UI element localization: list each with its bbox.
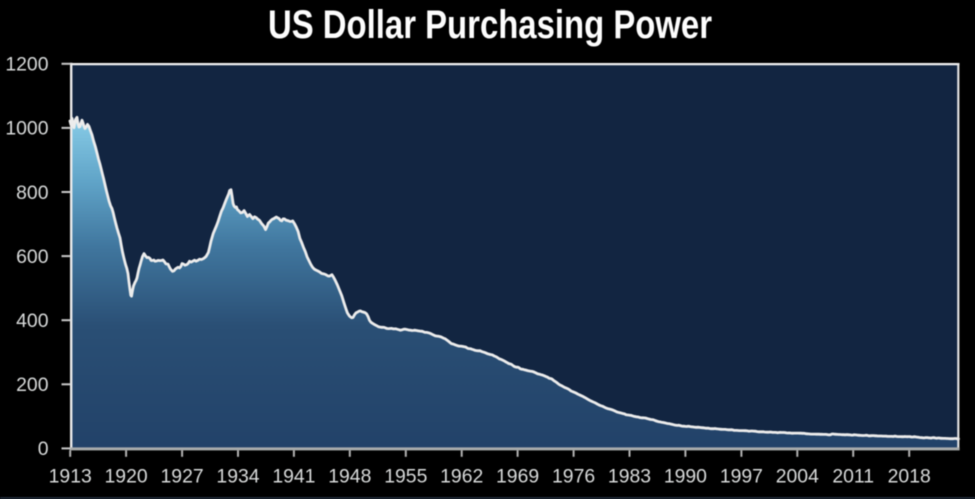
svg-text:200: 200 (16, 374, 49, 396)
svg-text:2018: 2018 (888, 466, 931, 488)
svg-text:2004: 2004 (776, 466, 819, 488)
svg-text:1934: 1934 (216, 466, 259, 488)
svg-text:1983: 1983 (608, 466, 651, 488)
svg-text:1941: 1941 (272, 466, 315, 488)
svg-text:1990: 1990 (664, 466, 707, 488)
svg-text:US Dollar Purchasing Power: US Dollar Purchasing Power (268, 3, 712, 47)
svg-text:0: 0 (38, 438, 49, 460)
svg-text:600: 600 (16, 246, 49, 268)
svg-text:1969: 1969 (496, 466, 539, 488)
svg-text:1962: 1962 (440, 466, 483, 488)
svg-text:1955: 1955 (384, 466, 427, 488)
svg-text:1927: 1927 (161, 466, 204, 488)
svg-text:1948: 1948 (328, 466, 371, 488)
svg-text:1976: 1976 (552, 466, 595, 488)
svg-text:1997: 1997 (720, 466, 763, 488)
svg-text:2011: 2011 (832, 466, 874, 488)
svg-text:800: 800 (16, 182, 49, 204)
svg-text:400: 400 (16, 310, 49, 332)
svg-text:1920: 1920 (105, 466, 148, 488)
svg-text:1000: 1000 (5, 118, 48, 140)
svg-text:1913: 1913 (49, 466, 92, 488)
svg-text:1200: 1200 (5, 54, 48, 76)
